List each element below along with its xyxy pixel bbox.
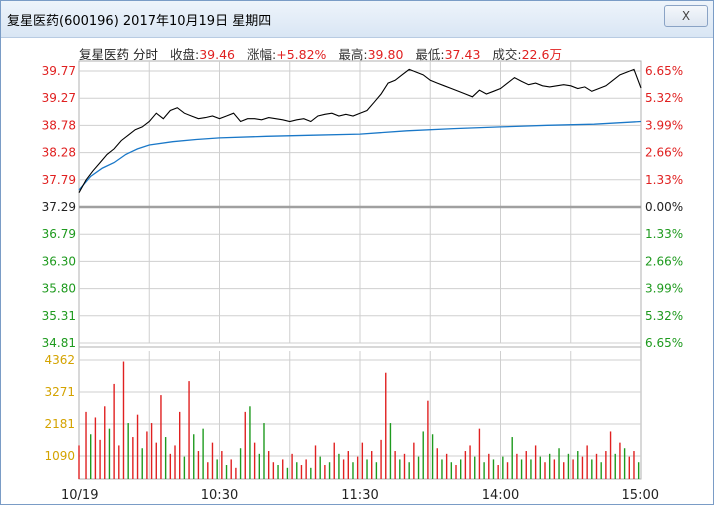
low-value: 37.43 — [444, 47, 481, 62]
price-line — [78, 68, 642, 193]
price-tick-label: 39.27 — [42, 91, 76, 105]
price-tick-label: 39.77 — [42, 64, 76, 78]
volume-tick-label: 3271 — [44, 385, 75, 399]
change-label: 涨幅: — [247, 47, 277, 62]
close-value: 39.46 — [199, 47, 236, 62]
volume-value: 22.6万 — [521, 47, 562, 62]
price-tick-label: 35.31 — [42, 309, 76, 323]
pct-tick-label: 6.65% — [645, 64, 683, 78]
window-title: 复星医药(600196) 2017年10月19日 星期四 — [7, 14, 272, 29]
quote-info-bar: 复星医药 分时 收盘:39.46 涨幅:+5.82% 最高:39.80 最低:3… — [79, 44, 562, 63]
price-tick-label: 38.28 — [42, 146, 76, 160]
volume-tick-label: 4362 — [44, 353, 75, 367]
close-button[interactable]: X — [664, 5, 708, 27]
pct-tick-label: 5.32% — [645, 91, 683, 105]
title-bar: 复星医药(600196) 2017年10月19日 星期四 X — [1, 1, 713, 38]
time-axis-label: 15:00 — [622, 488, 659, 503]
pct-tick-label: 5.32% — [645, 309, 683, 323]
stock-name: 复星医药 — [79, 47, 130, 62]
pct-tick-label: 3.99% — [645, 118, 683, 132]
price-tick-label: 34.81 — [42, 336, 76, 350]
pct-tick-label: 0.00% — [645, 200, 683, 214]
pct-tick-label: 1.33% — [645, 173, 683, 187]
change-value: +5.82% — [276, 47, 327, 62]
low-label: 最低: — [415, 47, 445, 62]
high-label: 最高: — [338, 47, 368, 62]
time-axis-label: 10:30 — [201, 488, 238, 503]
price-tick-label: 36.30 — [42, 254, 76, 268]
time-axis-label: 10/19 — [61, 488, 98, 503]
close-icon: X — [681, 9, 691, 23]
close-label: 收盘: — [170, 47, 200, 62]
price-tick-label: 38.78 — [42, 118, 76, 132]
price-tick-label: 35.80 — [42, 282, 76, 296]
price-tick-label: 37.79 — [42, 173, 76, 187]
pct-tick-label: 2.66% — [645, 146, 683, 160]
volume-label: 成交: — [492, 47, 522, 62]
time-axis-label: 11:30 — [341, 488, 378, 503]
average-price-line — [78, 120, 642, 191]
pct-tick-label: 6.65% — [645, 336, 683, 350]
pct-tick-label: 2.66% — [645, 254, 683, 268]
time-axis-label: 14:00 — [482, 488, 519, 503]
high-value: 39.80 — [367, 47, 404, 62]
price-tick-label: 37.29 — [42, 200, 76, 214]
pct-tick-label: 3.99% — [645, 282, 683, 296]
volume-tick-label: 1090 — [44, 449, 75, 463]
chart-mode: 分时 — [133, 47, 159, 62]
price-tick-label: 36.79 — [42, 227, 76, 241]
volume-tick-label: 2181 — [44, 417, 75, 431]
pct-tick-label: 1.33% — [645, 227, 683, 241]
